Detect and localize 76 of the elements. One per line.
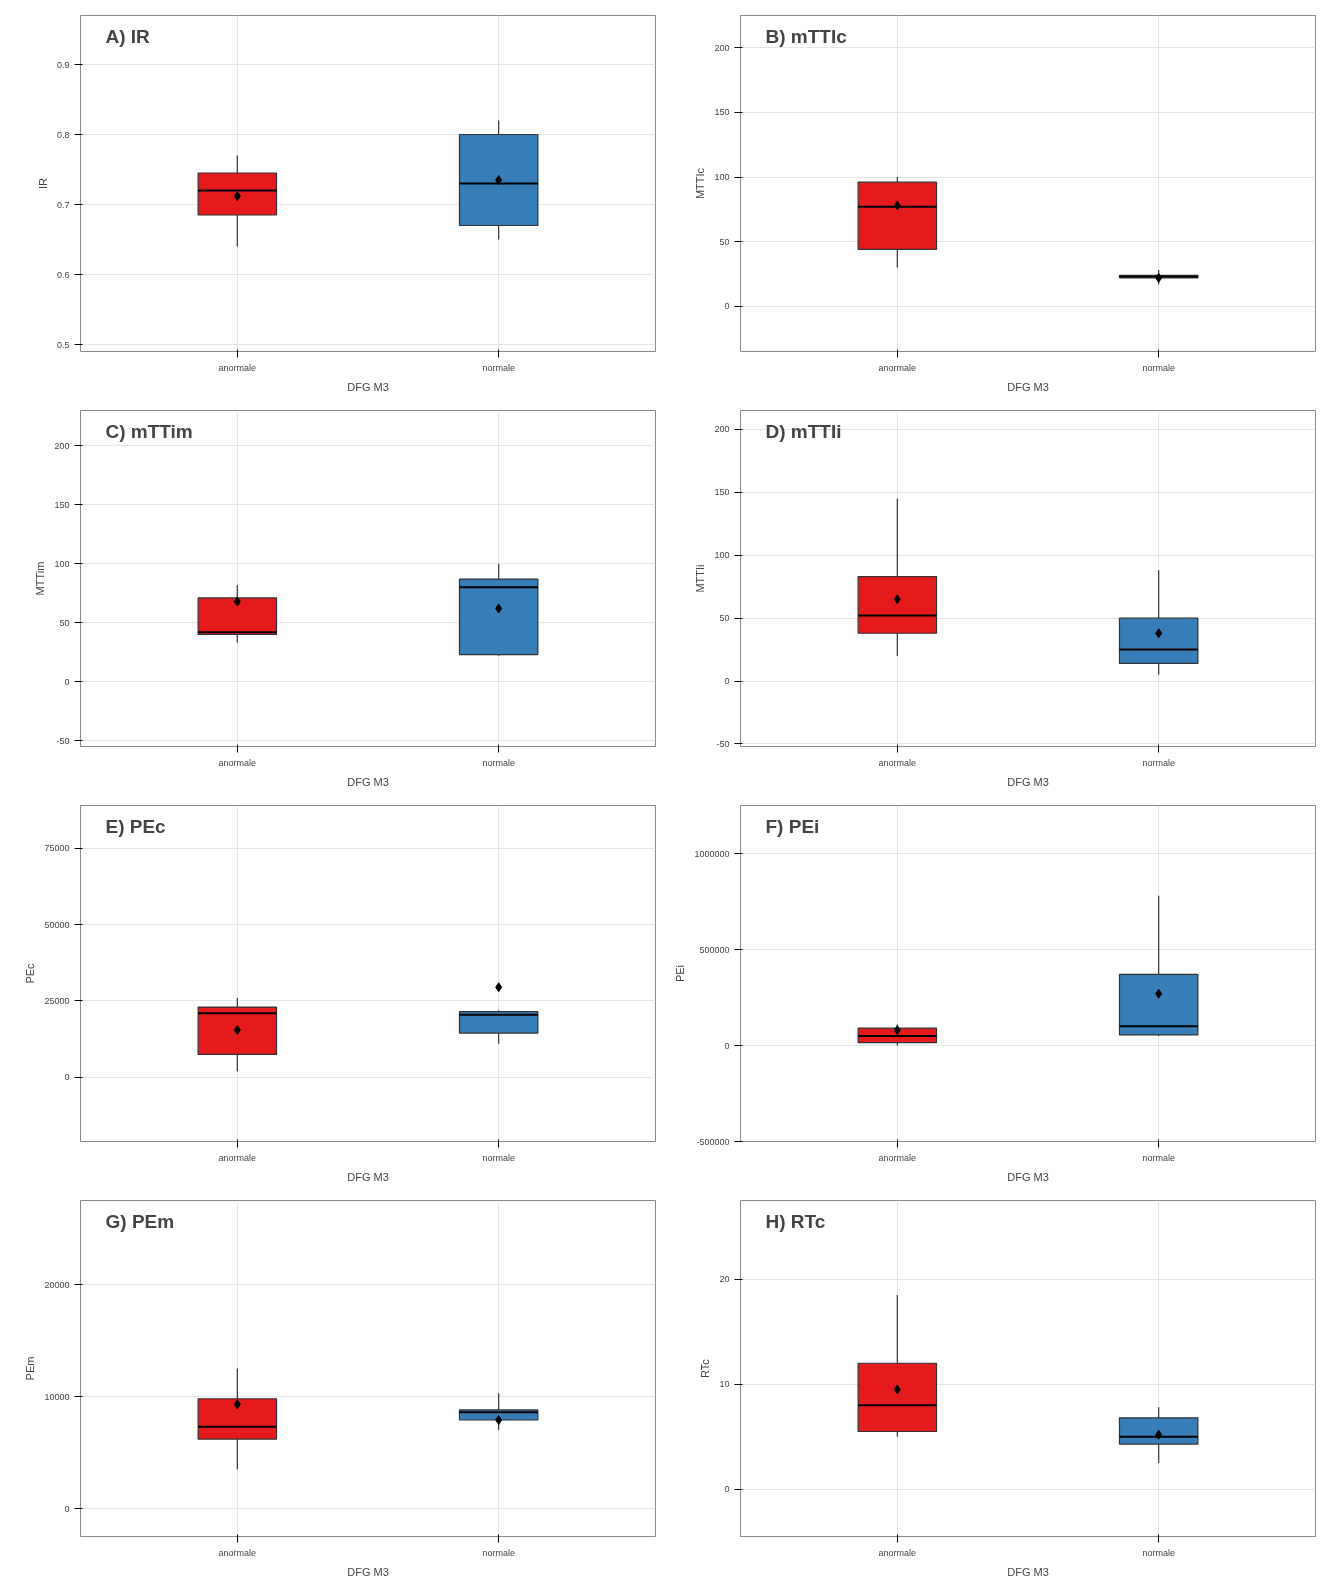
- x-tick-label: normale: [1142, 362, 1175, 373]
- x-tick-label: normale: [482, 757, 515, 768]
- y-axis-title: RTc: [699, 1358, 712, 1378]
- text: A) IR: [105, 25, 151, 47]
- y-tick-label: 0.8: [56, 129, 70, 140]
- y-tick-label: 200: [54, 440, 70, 451]
- y-axis-title: MTTim: [34, 561, 47, 596]
- x-axis-title: DFG M3: [1007, 1170, 1049, 1183]
- y-tick-label: -500000: [696, 1136, 730, 1147]
- y-axis-title: PEi: [674, 964, 687, 983]
- text: F) PEi: [765, 815, 820, 837]
- text: H) RTc: [765, 1210, 826, 1232]
- y-tick-label: 0.6: [56, 269, 70, 280]
- y-tick-label: 500000: [699, 944, 730, 955]
- y-tick-label: 0.5: [56, 339, 70, 350]
- y-axis-title: PEc: [24, 962, 37, 984]
- y-tick-label: 150: [714, 487, 730, 498]
- y-axis-title: IR: [36, 177, 49, 189]
- x-tick-label: normale: [482, 1152, 515, 1163]
- x-axis-title: DFG M3: [347, 775, 389, 788]
- x-tick-label: anormale: [878, 757, 917, 768]
- y-tick-label: 75000: [44, 843, 70, 854]
- x-tick-label: normale: [482, 362, 515, 373]
- y-tick-label: 150: [714, 107, 730, 118]
- text: G) PEm: [105, 1210, 175, 1232]
- y-tick-label: 0: [724, 301, 730, 312]
- y-tick-label: 0: [64, 676, 70, 687]
- y-tick-label: 10000: [44, 1391, 70, 1402]
- x-tick-label: anormale: [218, 362, 257, 373]
- y-tick-label: 200: [714, 424, 730, 435]
- text: C) mTTim: [105, 420, 193, 442]
- y-tick-label: 0.7: [56, 199, 70, 210]
- x-tick-label: anormale: [218, 1152, 257, 1163]
- y-tick-label: 100: [714, 172, 730, 183]
- y-tick-label: 0: [64, 1503, 70, 1514]
- x-axis-title: DFG M3: [347, 1565, 389, 1578]
- y-tick-label: 50: [59, 617, 70, 628]
- y-tick-label: -50: [716, 738, 730, 749]
- text: D) mTTIi: [765, 420, 842, 442]
- x-tick-label: normale: [482, 1547, 515, 1558]
- x-axis-title: DFG M3: [1007, 380, 1049, 393]
- y-axis-title: MTTIc: [694, 167, 707, 200]
- y-tick-label: 0: [64, 1072, 70, 1083]
- y-tick-label: -50: [56, 735, 70, 746]
- x-tick-label: normale: [1142, 1152, 1175, 1163]
- x-axis-title: DFG M3: [347, 380, 389, 393]
- y-tick-label: 100: [54, 558, 70, 569]
- x-tick-label: anormale: [218, 757, 257, 768]
- x-axis-title: DFG M3: [1007, 1565, 1049, 1578]
- y-tick-label: 25000: [44, 995, 70, 1006]
- x-tick-label: normale: [1142, 757, 1175, 768]
- y-axis-title: PEm: [24, 1356, 37, 1381]
- y-axis-title: MTTIi: [694, 564, 707, 593]
- y-tick-label: 50: [719, 613, 730, 624]
- y-tick-label: 10: [719, 1379, 730, 1390]
- text: B) mTTIc: [765, 25, 848, 47]
- x-tick-label: anormale: [218, 1547, 257, 1558]
- y-tick-label: 1000000: [694, 848, 730, 859]
- y-tick-label: 20: [719, 1274, 730, 1285]
- x-tick-label: anormale: [878, 1152, 917, 1163]
- x-tick-label: anormale: [878, 1547, 917, 1558]
- x-tick-label: normale: [1142, 1547, 1175, 1558]
- y-tick-label: 0: [724, 1040, 730, 1051]
- x-axis-title: DFG M3: [1007, 775, 1049, 788]
- x-axis-title: DFG M3: [347, 1170, 389, 1183]
- y-tick-label: 50000: [44, 919, 70, 930]
- y-tick-label: 0: [724, 676, 730, 687]
- text: E) PEc: [105, 815, 167, 837]
- y-tick-label: 0.9: [56, 59, 70, 70]
- y-tick-label: 200: [714, 42, 730, 53]
- y-tick-label: 100: [714, 550, 730, 561]
- y-tick-label: 0: [724, 1484, 730, 1495]
- y-tick-label: 150: [54, 499, 70, 510]
- x-tick-label: anormale: [878, 362, 917, 373]
- y-tick-label: 50: [719, 236, 730, 247]
- y-tick-label: 20000: [44, 1279, 70, 1290]
